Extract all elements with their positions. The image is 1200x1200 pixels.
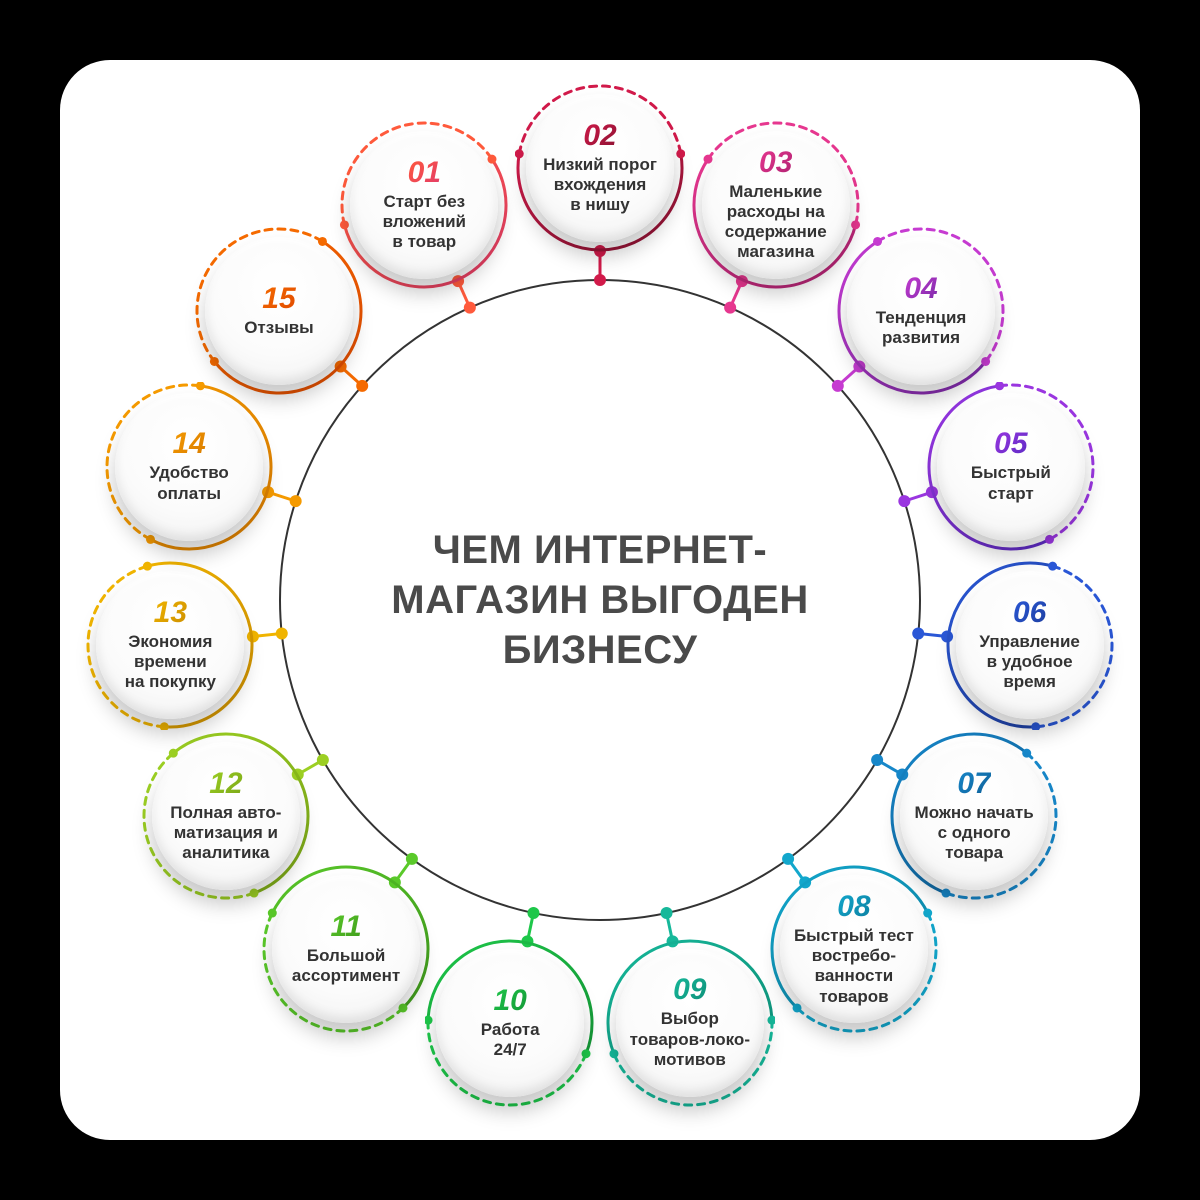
node-label: Отзывы — [244, 318, 314, 338]
node-number: 12 — [209, 769, 242, 799]
node-label: Экономиявременина покупку — [125, 632, 216, 692]
node-disc: 04 Тенденцияразвития — [847, 237, 995, 385]
node-number: 07 — [957, 769, 990, 799]
node-08: 08 Быстрый тествостребо-ванноститоваров — [769, 864, 939, 1034]
node-number: 05 — [994, 429, 1027, 459]
node-number: 09 — [673, 975, 706, 1005]
node-label: Тенденцияразвития — [876, 308, 967, 348]
node-10: 10 Работа24/7 — [425, 938, 595, 1108]
node-15: 15 Отзывы — [194, 226, 364, 396]
node-disc: 14 Удобствооплаты — [115, 393, 263, 541]
node-number: 14 — [172, 429, 205, 459]
node-disc: 05 Быстрыйстарт — [937, 393, 1085, 541]
node-number: 06 — [1013, 598, 1046, 628]
node-number: 10 — [493, 986, 526, 1016]
node-13: 13 Экономиявременина покупку — [85, 560, 255, 730]
node-label: Выбортоваров-локо-мотивов — [630, 1009, 750, 1069]
node-label: Низкий порогвхожденияв нишу — [543, 155, 657, 215]
node-disc: 02 Низкий порогвхожденияв нишу — [526, 94, 674, 242]
node-14: 14 Удобствооплаты — [104, 382, 274, 552]
node-number: 13 — [154, 598, 187, 628]
node-06: 06 Управлениев удобноевремя — [945, 560, 1115, 730]
node-label: Управлениев удобноевремя — [979, 632, 1079, 692]
node-label: Быстрый тествостребо-ванноститоваров — [794, 926, 914, 1006]
node-number: 04 — [904, 274, 937, 304]
node-12: 12 Полная авто-матизация ианалитика — [141, 731, 311, 901]
node-number: 03 — [759, 148, 792, 178]
node-number: 11 — [330, 912, 361, 942]
node-number: 08 — [837, 892, 870, 922]
node-disc: 08 Быстрый тествостребо-ванноститоваров — [780, 875, 928, 1023]
node-disc: 03 Маленькиерасходы насодержаниемагазина — [702, 131, 850, 279]
node-disc: 06 Управлениев удобноевремя — [956, 571, 1104, 719]
node-label: Удобствооплаты — [149, 463, 228, 503]
node-number: 02 — [583, 121, 616, 151]
infographic-card: ЧЕМ ИНТЕРНЕТ-МАГАЗИН ВЫГОДЕНБИЗНЕСУ 01 Ст… — [60, 60, 1140, 1140]
node-05: 05 Быстрыйстарт — [926, 382, 1096, 552]
node-label: Старт безвложенийв товар — [383, 192, 466, 252]
node-disc: 09 Выбортоваров-локо-мотивов — [616, 949, 764, 1097]
node-number: 01 — [408, 158, 441, 188]
node-disc: 10 Работа24/7 — [436, 949, 584, 1097]
node-number: 15 — [262, 284, 295, 314]
node-disc: 01 Старт безвложенийв товар — [350, 131, 498, 279]
node-04: 04 Тенденцияразвития — [836, 226, 1006, 396]
node-label: Полная авто-матизация ианалитика — [170, 803, 281, 863]
node-09: 09 Выбортоваров-локо-мотивов — [605, 938, 775, 1108]
node-label: Маленькиерасходы насодержаниемагазина — [725, 182, 827, 262]
node-disc: 12 Полная авто-матизация ианалитика — [152, 742, 300, 890]
node-label: Можно начатьс одноготовара — [915, 803, 1034, 863]
node-label: Большойассортимент — [292, 946, 400, 986]
node-02: 02 Низкий порогвхожденияв нишу — [515, 83, 685, 253]
node-disc: 13 Экономиявременина покупку — [96, 571, 244, 719]
node-label: Работа24/7 — [481, 1020, 540, 1060]
node-disc: 15 Отзывы — [205, 237, 353, 385]
node-label: Быстрыйстарт — [971, 463, 1051, 503]
center-title: ЧЕМ ИНТЕРНЕТ-МАГАЗИН ВЫГОДЕНБИЗНЕСУ — [320, 525, 880, 675]
node-01: 01 Старт безвложенийв товар — [339, 120, 509, 290]
stage: ЧЕМ ИНТЕРНЕТ-МАГАЗИН ВЫГОДЕНБИЗНЕСУ 01 Ст… — [60, 60, 1140, 1140]
